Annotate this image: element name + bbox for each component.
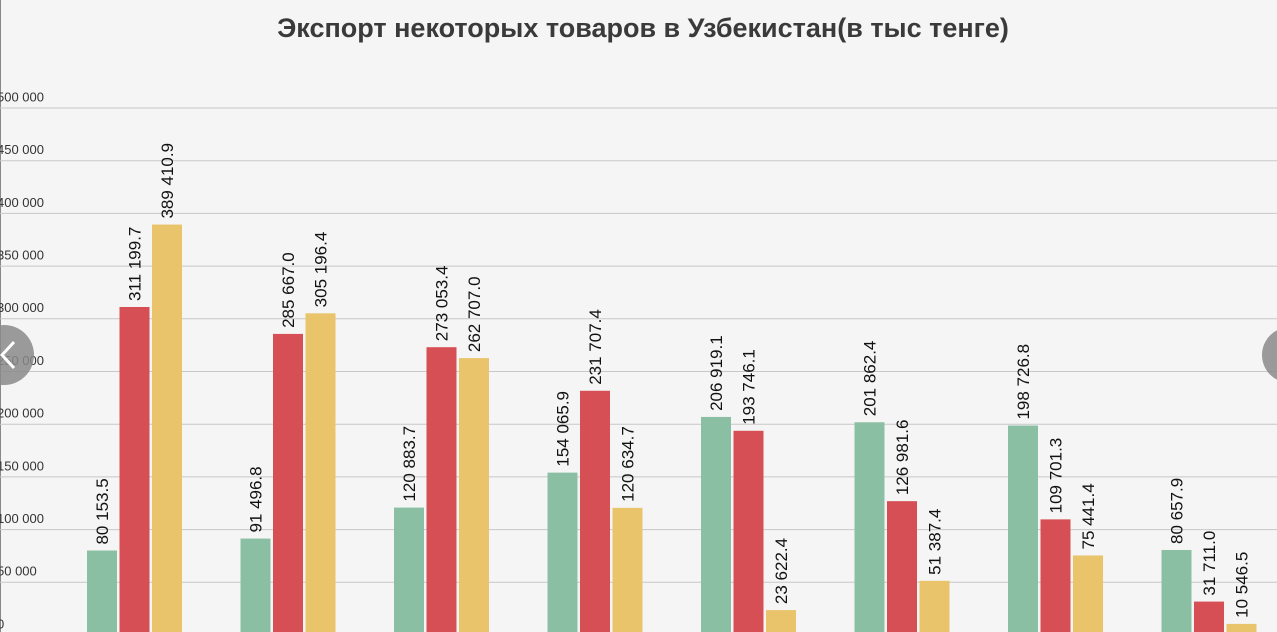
bar	[701, 416, 731, 632]
bar	[1040, 519, 1071, 632]
value-label: 311 199.7	[126, 227, 145, 301]
value-label: 273 053.4	[433, 266, 452, 342]
value-label: 126 981.6	[893, 420, 912, 496]
prev-button[interactable]	[0, 325, 34, 385]
y-tick-label: 350 000	[0, 248, 44, 263]
chart-title: Экспорт некоторых товаров в Узбекистан(в…	[277, 13, 1009, 43]
bar	[766, 610, 796, 632]
value-label: 201 862.4	[861, 341, 880, 417]
y-tick-label: 500 000	[0, 89, 44, 104]
value-label: 109 701.3	[1047, 438, 1066, 514]
bar	[459, 358, 489, 632]
prev-arrow[interactable]	[0, 340, 16, 370]
bar	[580, 390, 610, 632]
bar	[547, 472, 578, 632]
value-label: 262 707.0	[465, 276, 484, 352]
bar	[119, 306, 150, 632]
value-label: 80 153.5	[93, 478, 112, 544]
value-label: 51 387.4	[926, 509, 945, 575]
value-label: 154 065.9	[554, 391, 573, 467]
bar	[240, 538, 271, 632]
bar	[733, 430, 764, 632]
bar	[854, 422, 885, 632]
value-label: 31 711.0	[1200, 531, 1219, 596]
value-label: 285 667.0	[279, 252, 298, 328]
value-label: 75 441.4	[1079, 483, 1098, 549]
y-tick-label: 300 000	[0, 300, 44, 315]
value-label: 80 657.9	[1168, 478, 1187, 544]
bar	[1073, 555, 1103, 632]
value-label: 10 546.5	[1233, 552, 1252, 618]
next-circle[interactable]	[1262, 327, 1277, 383]
bar	[87, 550, 117, 632]
value-label: 91 496.8	[247, 466, 266, 532]
value-label: 305 196.4	[312, 232, 331, 308]
y-tick-label: 400 000	[0, 195, 44, 210]
bar	[1226, 623, 1257, 632]
value-label: 389 410.9	[158, 143, 177, 219]
y-tick-label: 0	[0, 616, 4, 631]
bar	[887, 501, 917, 632]
value-label: 23 622.4	[772, 538, 791, 604]
y-tick-label: 150 000	[0, 458, 44, 473]
y-tick-label: 50 000	[0, 564, 37, 579]
value-label: 120 634.7	[619, 426, 638, 502]
next-button[interactable]	[1262, 327, 1277, 383]
value-label: 206 919.1	[707, 335, 726, 411]
y-tick-label: 200 000	[0, 406, 44, 421]
y-tick-label: 450 000	[0, 142, 44, 157]
bar	[919, 580, 950, 632]
value-label: 120 883.7	[400, 426, 419, 502]
value-label: 231 707.4	[586, 309, 605, 385]
bars: 80 153.5 91 496.8 120 883.7 154 065.9 206 91…	[87, 143, 1257, 632]
prev-circle[interactable]	[0, 325, 34, 385]
bar	[152, 224, 182, 632]
bar	[426, 347, 457, 632]
value-label: 198 726.8	[1014, 344, 1033, 420]
bar	[612, 507, 643, 632]
bar	[1194, 601, 1224, 632]
bar	[305, 313, 336, 632]
bar	[273, 333, 303, 632]
value-label: 193 746.1	[740, 349, 759, 425]
bar	[1008, 425, 1038, 632]
y-tick-label: 100 000	[0, 511, 44, 526]
bar	[1161, 549, 1192, 632]
bar	[394, 507, 424, 632]
